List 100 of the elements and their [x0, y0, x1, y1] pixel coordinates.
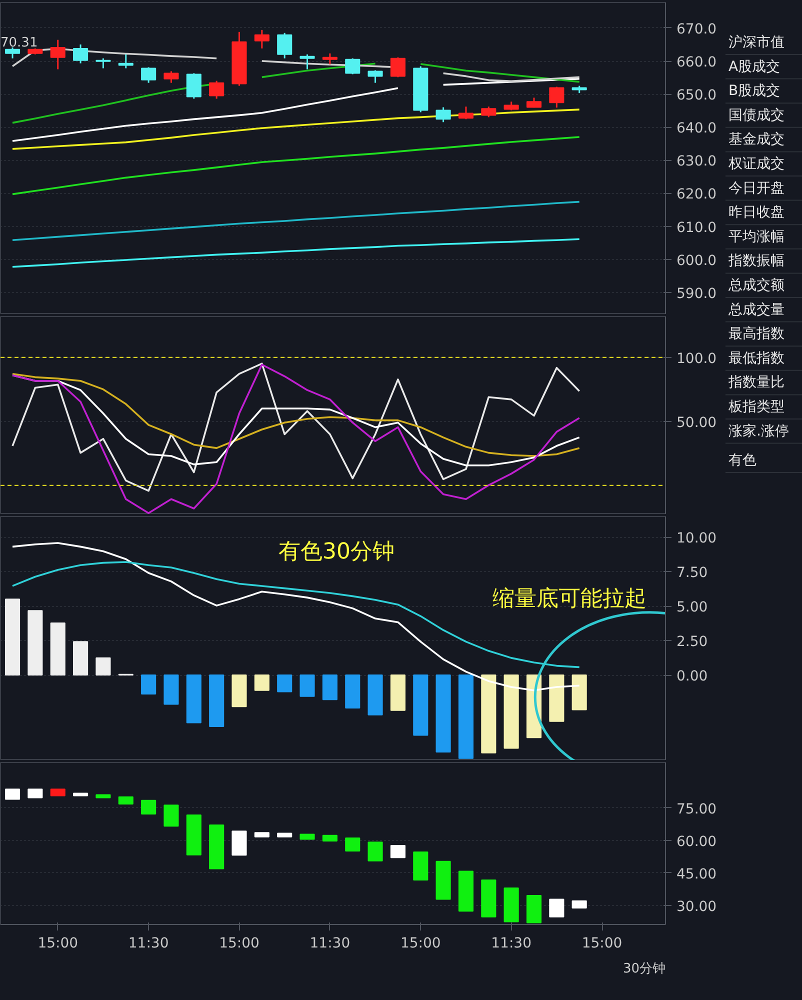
bar: [164, 804, 179, 827]
line-series: [12, 238, 580, 268]
text: 今日开盘: [728, 180, 784, 196]
bar: [504, 674, 519, 749]
bar: [118, 796, 134, 805]
bar: [572, 674, 587, 710]
text: 总成交额: [728, 278, 784, 294]
bar: [73, 641, 88, 676]
candlestick: [549, 86, 564, 108]
bar: [50, 622, 66, 676]
y-tick-label: 600.0: [676, 252, 717, 269]
candlestick: [481, 106, 496, 118]
bar: [526, 895, 542, 924]
y-tick-label: 0.00: [676, 668, 708, 685]
candlestick: [300, 54, 315, 70]
text: 涨家.涨停: [728, 423, 789, 440]
bar: [549, 674, 564, 722]
bar: [413, 852, 428, 880]
bar: [368, 842, 383, 862]
candlestick: [458, 106, 474, 120]
bar: [572, 900, 587, 909]
bar: [413, 674, 428, 736]
bar: [186, 814, 202, 856]
bar: [4, 788, 20, 800]
bar: [458, 674, 474, 759]
bar: [436, 674, 451, 752]
candlestick: [73, 44, 88, 64]
text: 基金成交: [728, 132, 784, 148]
bar: [549, 898, 564, 918]
bar: [390, 674, 406, 711]
bar: [96, 657, 111, 676]
candlestick: [322, 52, 338, 66]
candlestick: [118, 54, 134, 70]
text: 指数振幅: [728, 253, 784, 270]
line-series: [12, 136, 580, 196]
y-tick-label: 620.0: [676, 186, 717, 203]
bar: [277, 674, 292, 692]
bar: [254, 832, 270, 838]
y-tick-label: 670.0: [676, 21, 717, 38]
line-series: [12, 200, 580, 242]
bar: [28, 610, 43, 676]
line-series: [12, 362, 580, 492]
x-tick-label: 11:30: [310, 936, 350, 952]
bar: [209, 674, 224, 727]
candlestick: [368, 70, 383, 84]
x-tick-label: 15:00: [400, 936, 441, 952]
bar: [481, 674, 496, 754]
bar: [141, 674, 156, 695]
candlestick: [96, 58, 111, 70]
bar: [141, 800, 156, 814]
text: 最高指数: [728, 326, 784, 342]
bar: [436, 860, 451, 900]
candlestick: [164, 70, 179, 84]
x-tick-label: 15:00: [219, 936, 260, 952]
bar: [504, 887, 519, 922]
bar: [254, 674, 270, 691]
text: 30分钟: [622, 962, 666, 976]
bar: [277, 832, 292, 838]
bar: [390, 845, 406, 858]
y-tick-label: 50.00: [676, 414, 717, 431]
annotation: 70.31: [0, 36, 38, 50]
text: 国债成交: [728, 107, 784, 124]
bar: [4, 598, 20, 676]
x-tick-label: 11:30: [491, 936, 532, 952]
bar: [300, 674, 315, 697]
bar: [368, 674, 383, 716]
candlestick: [390, 56, 406, 78]
y-tick-label: 60.00: [676, 834, 717, 850]
bar: [300, 834, 315, 840]
bar: [50, 788, 66, 796]
bar: [322, 674, 338, 700]
text: 板指类型: [728, 399, 784, 415]
annotation: 有色30分钟: [278, 540, 394, 564]
y-tick-label: 30.00: [676, 898, 717, 915]
y-tick-label: 75.00: [676, 801, 717, 818]
annotation: 缩量底可能拉起: [492, 586, 646, 612]
bar: [28, 788, 43, 798]
y-tick-label: 640.0: [676, 120, 717, 137]
y-tick-label: 2.50: [676, 634, 708, 650]
x-tick-label: 15:00: [38, 936, 78, 952]
candlestick: [254, 29, 270, 50]
text: 昨日收盘: [728, 204, 784, 221]
bar: [209, 824, 224, 870]
y-tick-label: 45.00: [676, 866, 717, 882]
y-tick-label: 590.0: [676, 286, 717, 302]
bar: [73, 792, 88, 796]
bar: [96, 794, 111, 798]
x-tick-label: 11:30: [128, 936, 169, 952]
y-tick-label: 650.0: [676, 88, 717, 104]
text: 平均涨幅: [728, 228, 784, 245]
bar: [164, 674, 179, 705]
y-tick-label: 610.0: [676, 220, 717, 236]
text: 沪深市值: [728, 34, 784, 50]
bar: [322, 834, 338, 842]
bar: [186, 674, 202, 724]
bar: [232, 674, 247, 708]
line-series: [12, 364, 580, 514]
bar: [345, 837, 360, 852]
text: 有色: [728, 452, 756, 468]
candlestick: [50, 39, 66, 70]
